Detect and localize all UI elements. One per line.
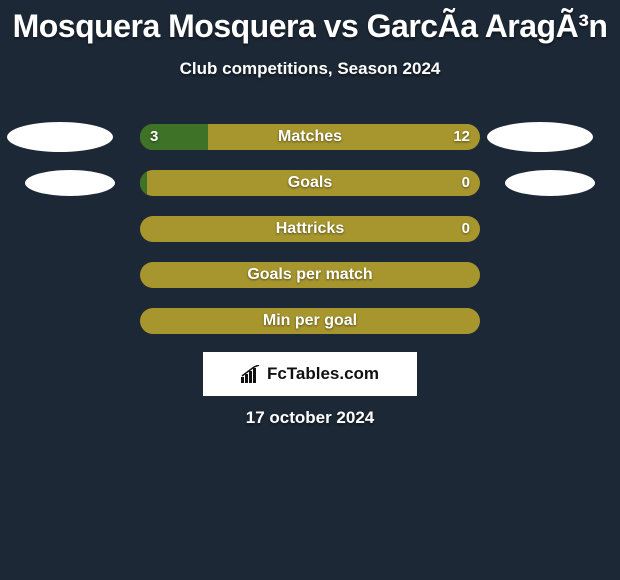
stat-label: Hattricks xyxy=(140,216,480,242)
player-right-avatar xyxy=(487,122,593,152)
comparison-infographic: Mosquera Mosquera vs GarcÃa AragÃ³n Club… xyxy=(0,0,620,580)
date-text: 17 october 2024 xyxy=(0,408,620,428)
stat-value-right: 0 xyxy=(462,170,470,196)
stat-row: Hattricks 0 xyxy=(0,216,620,242)
stat-row: Min per goal xyxy=(0,308,620,334)
logo-box: FcTables.com xyxy=(203,352,417,396)
stat-label: Goals per match xyxy=(140,262,480,288)
stat-rows: 3 Matches 12 Goals 0 Hattricks 0 xyxy=(0,124,620,354)
page-title: Mosquera Mosquera vs GarcÃa AragÃ³n xyxy=(0,0,620,45)
stat-row: 3 Matches 12 xyxy=(0,124,620,150)
player-right-avatar xyxy=(505,170,595,196)
stat-bar-track: Min per goal xyxy=(140,308,480,334)
stat-bar-track: Hattricks 0 xyxy=(140,216,480,242)
page-subtitle: Club competitions, Season 2024 xyxy=(0,59,620,79)
player-left-avatar xyxy=(25,170,115,196)
stat-bar-track: 3 Matches 12 xyxy=(140,124,480,150)
stat-label: Goals xyxy=(140,170,480,196)
stat-label: Matches xyxy=(140,124,480,150)
player-left-avatar xyxy=(7,122,113,152)
stat-bar-track: Goals per match xyxy=(140,262,480,288)
stat-bar-track: Goals 0 xyxy=(140,170,480,196)
stat-row: Goals 0 xyxy=(0,170,620,196)
logo: FcTables.com xyxy=(241,364,379,384)
logo-text: FcTables.com xyxy=(267,364,379,384)
stat-label: Min per goal xyxy=(140,308,480,334)
stat-value-right: 12 xyxy=(453,124,470,150)
stat-row: Goals per match xyxy=(0,262,620,288)
bar-chart-icon xyxy=(241,365,263,383)
stat-value-right: 0 xyxy=(462,216,470,242)
